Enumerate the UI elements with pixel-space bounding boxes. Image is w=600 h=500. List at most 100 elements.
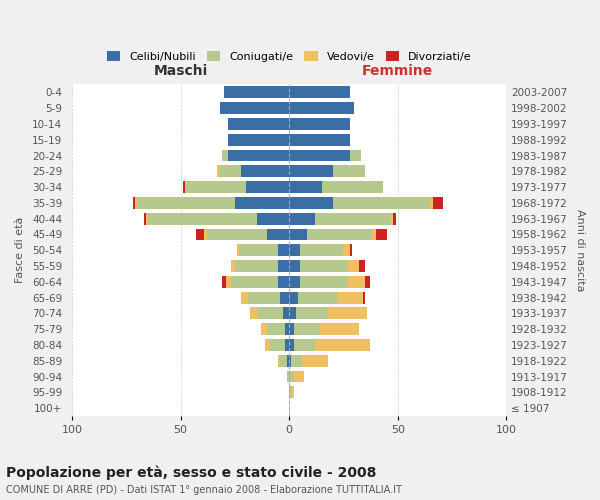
- Bar: [289, 197, 332, 209]
- Bar: [300, 260, 348, 272]
- Bar: [307, 228, 372, 240]
- Bar: [300, 244, 343, 256]
- Bar: [376, 228, 387, 240]
- Bar: [289, 308, 296, 320]
- Bar: [220, 166, 241, 177]
- Bar: [348, 260, 359, 272]
- Bar: [278, 260, 289, 272]
- Bar: [289, 339, 293, 351]
- Bar: [296, 308, 328, 320]
- Legend: Celibi/Nubili, Coniugati/e, Vedovi/e, Divorziati/e: Celibi/Nubili, Coniugati/e, Vedovi/e, Di…: [103, 47, 476, 66]
- Bar: [222, 276, 226, 287]
- Bar: [328, 308, 367, 320]
- Bar: [148, 212, 257, 224]
- Text: COMUNE DI ARRE (PD) - Dati ISTAT 1° gennaio 2008 - Elaborazione TUTTITALIA.IT: COMUNE DI ARRE (PD) - Dati ISTAT 1° genn…: [6, 485, 402, 495]
- Bar: [143, 212, 146, 224]
- Bar: [229, 134, 289, 145]
- Bar: [235, 260, 278, 272]
- Bar: [269, 339, 285, 351]
- Bar: [237, 244, 239, 256]
- Bar: [229, 118, 289, 130]
- Bar: [289, 260, 300, 272]
- Bar: [241, 166, 289, 177]
- Bar: [265, 339, 269, 351]
- Bar: [224, 86, 289, 99]
- Bar: [239, 244, 278, 256]
- Bar: [293, 339, 315, 351]
- Bar: [332, 197, 430, 209]
- Bar: [289, 86, 350, 99]
- Bar: [205, 228, 206, 240]
- Y-axis label: Fasce di età: Fasce di età: [15, 217, 25, 284]
- Bar: [289, 228, 307, 240]
- Text: Popolazione per età, sesso e stato civile - 2008: Popolazione per età, sesso e stato civil…: [6, 465, 376, 479]
- Bar: [250, 308, 257, 320]
- Bar: [292, 386, 293, 398]
- Bar: [261, 323, 268, 335]
- Bar: [235, 197, 289, 209]
- Text: Femmine: Femmine: [362, 64, 433, 78]
- Bar: [337, 292, 363, 304]
- Bar: [292, 355, 302, 366]
- Bar: [332, 166, 365, 177]
- Bar: [137, 197, 235, 209]
- Y-axis label: Anni di nascita: Anni di nascita: [575, 209, 585, 292]
- Bar: [183, 181, 185, 193]
- Bar: [257, 308, 283, 320]
- Bar: [230, 276, 278, 287]
- Bar: [222, 150, 229, 162]
- Bar: [372, 228, 376, 240]
- Bar: [293, 370, 304, 382]
- Bar: [293, 323, 320, 335]
- Bar: [285, 339, 289, 351]
- Bar: [430, 197, 433, 209]
- Bar: [289, 212, 315, 224]
- Bar: [285, 323, 289, 335]
- Bar: [289, 150, 350, 162]
- Bar: [289, 355, 292, 366]
- Bar: [287, 355, 289, 366]
- Bar: [278, 276, 289, 287]
- Bar: [133, 197, 135, 209]
- Bar: [322, 181, 383, 193]
- Bar: [246, 181, 289, 193]
- Text: Maschi: Maschi: [154, 64, 208, 78]
- Bar: [283, 308, 289, 320]
- Bar: [363, 292, 365, 304]
- Bar: [241, 292, 248, 304]
- Bar: [217, 166, 220, 177]
- Bar: [315, 212, 391, 224]
- Bar: [350, 244, 352, 256]
- Bar: [289, 118, 350, 130]
- Bar: [289, 102, 355, 114]
- Bar: [257, 212, 289, 224]
- Bar: [280, 292, 289, 304]
- Bar: [302, 355, 328, 366]
- Bar: [298, 292, 337, 304]
- Bar: [391, 212, 394, 224]
- Bar: [289, 166, 332, 177]
- Bar: [196, 228, 205, 240]
- Bar: [359, 260, 365, 272]
- Bar: [320, 323, 359, 335]
- Bar: [135, 197, 137, 209]
- Bar: [300, 276, 348, 287]
- Bar: [394, 212, 395, 224]
- Bar: [350, 150, 361, 162]
- Bar: [315, 339, 370, 351]
- Bar: [287, 370, 289, 382]
- Bar: [268, 228, 289, 240]
- Bar: [365, 276, 370, 287]
- Bar: [289, 292, 298, 304]
- Bar: [229, 150, 289, 162]
- Bar: [268, 323, 285, 335]
- Bar: [348, 276, 365, 287]
- Bar: [206, 228, 268, 240]
- Bar: [226, 276, 230, 287]
- Bar: [146, 212, 148, 224]
- Bar: [289, 276, 300, 287]
- Bar: [278, 355, 280, 366]
- Bar: [230, 260, 235, 272]
- Bar: [289, 323, 293, 335]
- Bar: [248, 292, 280, 304]
